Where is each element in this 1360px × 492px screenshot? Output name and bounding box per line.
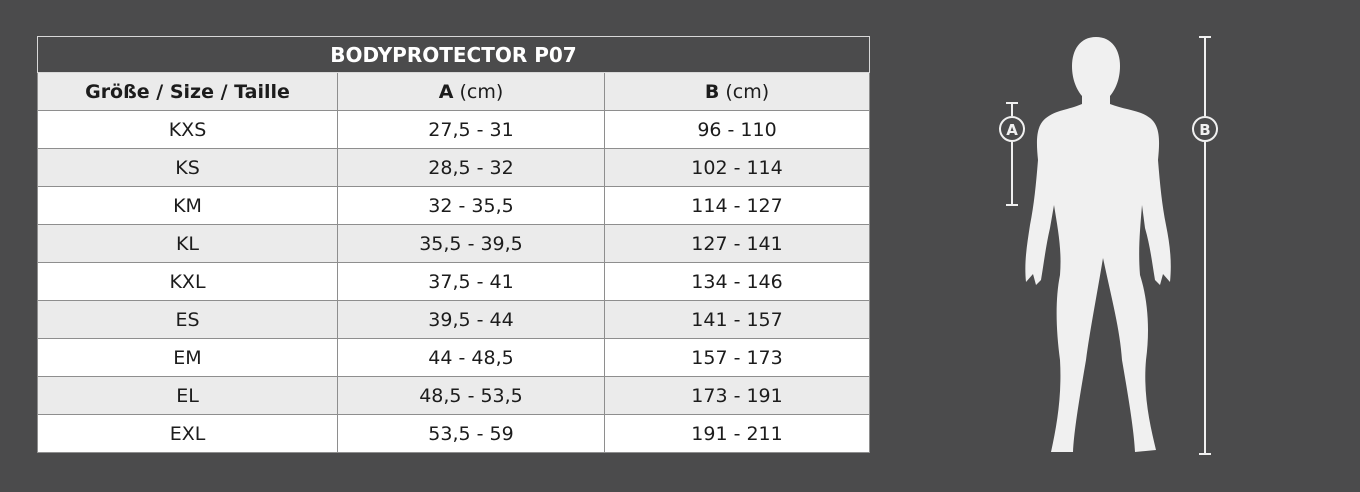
cell-size: EXL	[37, 414, 338, 453]
table-row: EXL 53,5 - 59 191 - 211	[37, 414, 871, 453]
cell-size: KXS	[37, 110, 338, 149]
cell-size: KS	[37, 148, 338, 187]
cell-b: 134 - 146	[603, 262, 871, 301]
table-row: KS 28,5 - 32 102 - 114	[37, 148, 871, 187]
cell-b: 114 - 127	[603, 186, 871, 225]
cell-a: 28,5 - 32	[337, 148, 605, 187]
cell-b: 102 - 114	[603, 148, 871, 187]
cell-size: ES	[37, 300, 338, 339]
measure-b-marker	[1192, 36, 1218, 455]
measure-a-marker	[999, 102, 1025, 206]
cell-a: 48,5 - 53,5	[337, 376, 605, 415]
cell-a: 39,5 - 44	[337, 300, 605, 339]
marker-a-label: A	[1006, 121, 1018, 139]
cell-b: 96 - 110	[603, 110, 871, 149]
cell-a: 35,5 - 39,5	[337, 224, 605, 263]
table-row: KL 35,5 - 39,5 127 - 141	[37, 224, 871, 263]
cell-size: KL	[37, 224, 338, 263]
header-size: Größe / Size / Taille	[37, 72, 338, 111]
cell-a: 27,5 - 31	[337, 110, 605, 149]
cell-b: 191 - 211	[603, 414, 871, 453]
table-row: KXS 27,5 - 31 96 - 110	[37, 110, 871, 149]
cell-b: 173 - 191	[603, 376, 871, 415]
table-row: KM 32 - 35,5 114 - 127	[37, 186, 871, 225]
cell-a: 44 - 48,5	[337, 338, 605, 377]
size-chart-table: BODYPROTECTOR P07 Größe / Size / Taille …	[36, 36, 871, 453]
cell-a: 53,5 - 59	[337, 414, 605, 453]
cell-a: 32 - 35,5	[337, 186, 605, 225]
marker-b-label: B	[1199, 121, 1210, 139]
header-b: B (cm)	[603, 72, 871, 111]
body-silhouette	[1025, 37, 1171, 452]
cell-size: KM	[37, 186, 338, 225]
table-title: BODYPROTECTOR P07	[36, 36, 871, 73]
cell-size: EM	[37, 338, 338, 377]
table-row: EL 48,5 - 53,5 173 - 191	[37, 376, 871, 415]
cell-size: EL	[37, 376, 338, 415]
